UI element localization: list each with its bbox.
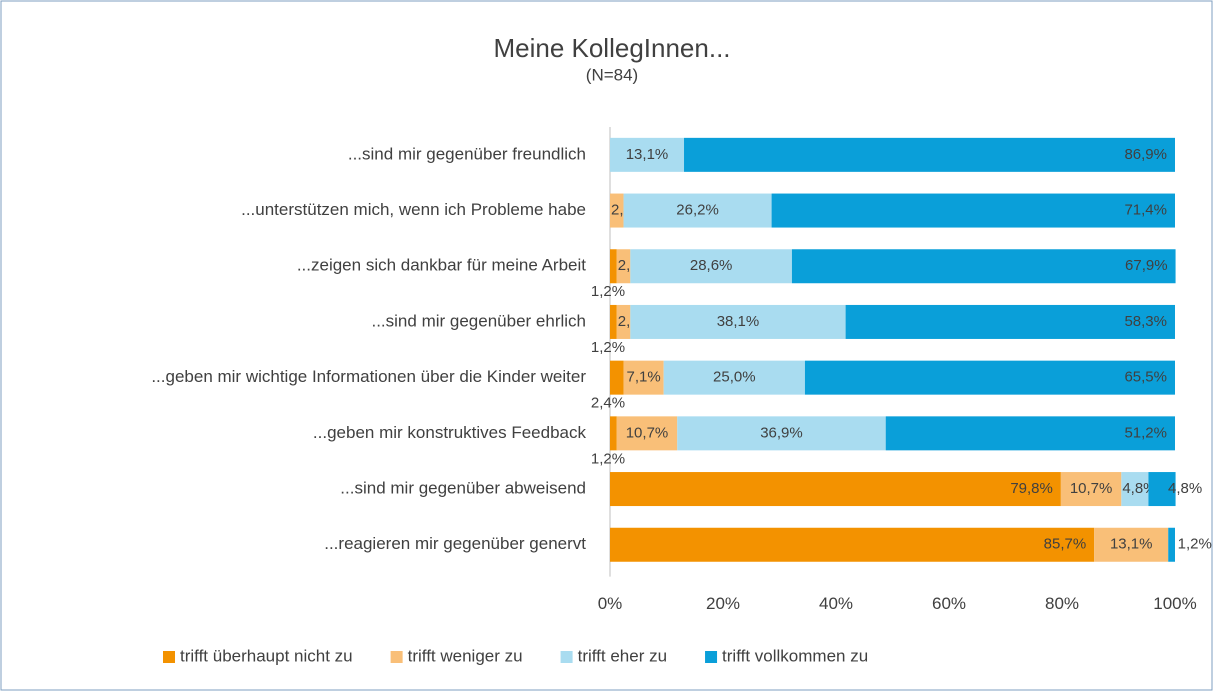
- data-label: 10,7%: [1070, 480, 1113, 497]
- bar-segment: [610, 249, 617, 284]
- bar-segment: [610, 304, 617, 339]
- category-label: ...sind mir gegenüber abweisend: [340, 479, 586, 498]
- bar-segment: [616, 249, 631, 284]
- bar-segment: [771, 193, 1175, 228]
- bar-segment: [616, 304, 631, 339]
- bar-segment: [1121, 472, 1149, 507]
- bar-segment: [610, 472, 1061, 507]
- data-label: 86,9%: [1124, 146, 1167, 163]
- x-tick-label: 40%: [819, 594, 853, 613]
- category-label: ...unterstützen mich, wenn ich Probleme …: [241, 200, 586, 219]
- bar-segment: [610, 416, 617, 451]
- data-label: 25,0%: [713, 369, 756, 386]
- chart-title: Meine KollegInnen...: [493, 33, 730, 63]
- legend-swatch: [705, 651, 718, 663]
- bar-segment: [630, 304, 846, 339]
- data-label: 10,7%: [626, 424, 669, 441]
- bar-segment: [610, 527, 1095, 562]
- category-label: ...zeigen sich dankbar für meine Arbeit: [297, 256, 586, 275]
- data-label: 26,2%: [676, 202, 719, 219]
- bar-segment: [885, 416, 1175, 451]
- bar-segment: [630, 249, 792, 284]
- data-label: 51,2%: [1124, 424, 1167, 441]
- bar-segment: [610, 193, 624, 228]
- chart-subtitle: (N=84): [586, 65, 638, 84]
- legend-label: trifft überhaupt nicht zu: [180, 646, 353, 665]
- bar-segment: [677, 416, 886, 451]
- legend-label: trifft weniger zu: [408, 646, 523, 665]
- data-label: 71,4%: [1124, 202, 1167, 219]
- category-label: ...sind mir gegenüber freundlich: [348, 144, 586, 163]
- legend-swatch: [390, 651, 403, 663]
- data-label: 7,1%: [627, 369, 661, 386]
- bar-segment: [845, 304, 1175, 339]
- data-label: 28,6%: [690, 257, 733, 274]
- x-tick-label: 0%: [598, 594, 623, 613]
- data-label: 1,2%: [591, 283, 625, 300]
- bar-segment: [1094, 527, 1169, 562]
- bar-segment: [804, 360, 1175, 395]
- category-label: ...geben mir wichtige Informationen über…: [151, 367, 586, 386]
- legend-label: trifft vollkommen zu: [722, 646, 868, 665]
- bar-segment: [623, 193, 772, 228]
- data-label: 38,1%: [717, 313, 760, 330]
- data-label: 4,8%: [1122, 480, 1156, 497]
- data-label: 2,4%: [591, 395, 625, 412]
- data-label: 1,2%: [591, 339, 625, 356]
- bar-segment: [1148, 472, 1176, 507]
- data-label: 36,9%: [760, 424, 803, 441]
- data-label: 79,8%: [1010, 480, 1053, 497]
- legend-swatch: [560, 651, 573, 663]
- data-label: 85,7%: [1044, 536, 1087, 553]
- bar-segment: [791, 249, 1176, 284]
- data-label: 65,5%: [1124, 369, 1167, 386]
- category-label: ...sind mir gegenüber ehrlich: [371, 311, 586, 330]
- x-tick-label: 80%: [1045, 594, 1079, 613]
- data-label: 58,3%: [1124, 313, 1167, 330]
- data-label: 1,2%: [1178, 536, 1212, 553]
- legend-label: trifft eher zu: [578, 646, 667, 665]
- data-label: 67,9%: [1125, 257, 1168, 274]
- bar-segment: [610, 360, 624, 395]
- bar-segment: [623, 360, 664, 395]
- data-label: 13,1%: [626, 146, 669, 163]
- bar-segment: [610, 137, 685, 172]
- data-label: 13,1%: [1110, 536, 1153, 553]
- bar-segment: [684, 137, 1175, 172]
- category-label: ...reagieren mir gegenüber genervt: [324, 534, 586, 553]
- legend-swatch: [163, 651, 175, 663]
- data-label: 4,8%: [1168, 480, 1202, 497]
- bar-segment: [1060, 472, 1122, 507]
- bar-segment: [663, 360, 805, 395]
- bar-segment: [616, 416, 678, 451]
- bar-segment: [1168, 527, 1175, 562]
- category-label: ...geben mir konstruktives Feedback: [313, 423, 587, 442]
- x-tick-label: 20%: [706, 594, 740, 613]
- x-tick-label: 100%: [1153, 594, 1196, 613]
- x-tick-label: 60%: [932, 594, 966, 613]
- data-label: 1,2%: [591, 450, 625, 467]
